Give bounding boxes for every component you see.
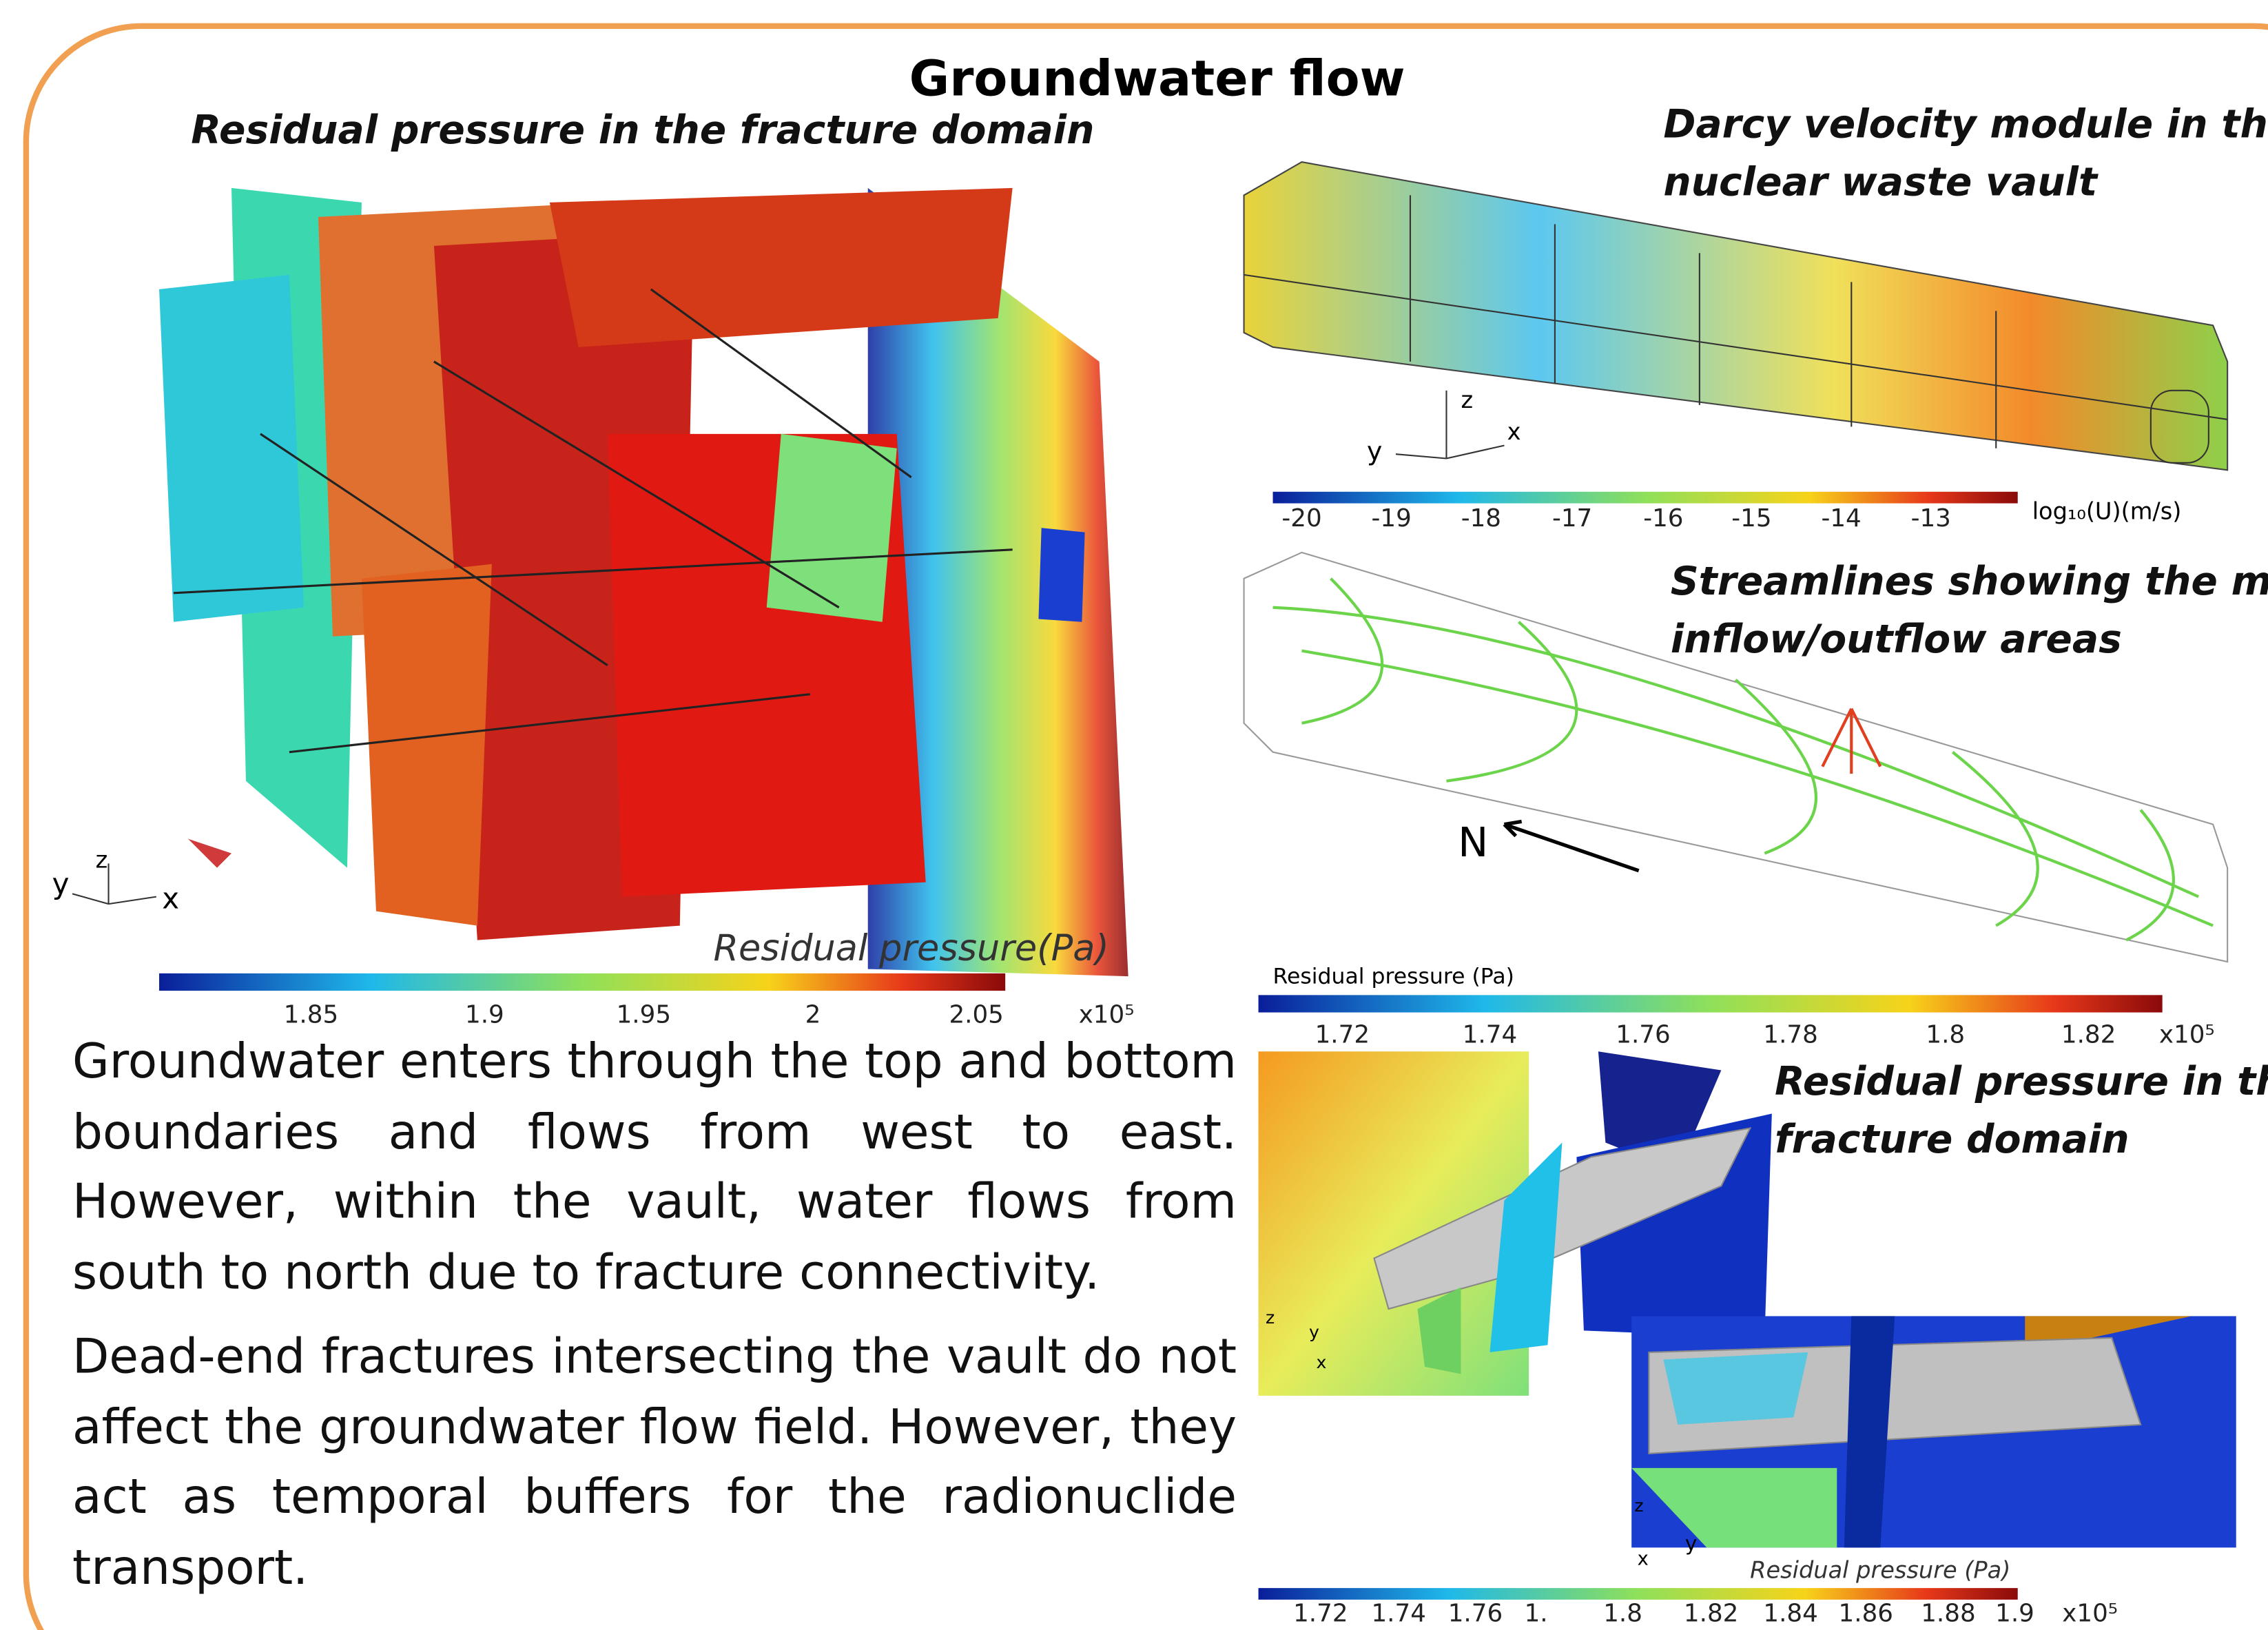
colorbar-multiplier: x10⁵ bbox=[2159, 1021, 2215, 1049]
axis-label: y bbox=[52, 867, 70, 900]
colorbar-tick-label: 1.82 bbox=[1684, 1599, 1738, 1627]
colorbar-tick-label: -20 bbox=[1281, 504, 1321, 533]
paragraph: Dead-end fractures intersecting the vaul… bbox=[72, 1322, 1237, 1602]
colorbar-tick-label: 2 bbox=[805, 1000, 821, 1029]
colorbar-tick-label: 1.9 bbox=[465, 1000, 504, 1029]
colorbar-tick-label: 1.86 bbox=[1839, 1599, 1893, 1627]
colorbar-tick-label: -14 bbox=[1821, 504, 1861, 533]
colorbar-tick-label: 1.82 bbox=[2061, 1021, 2116, 1049]
colorbar bbox=[1259, 1588, 2018, 1600]
streamline-image bbox=[1244, 553, 2228, 962]
colorbar-tick-label: 2.05 bbox=[949, 1000, 1003, 1029]
paragraph: Groundwater enters through the top and b… bbox=[72, 1027, 1237, 1308]
colorbar bbox=[159, 973, 1005, 991]
colorbar-tick-label: -13 bbox=[1911, 504, 1951, 533]
colorbar bbox=[1273, 492, 2018, 504]
panel-caption: fracture domain bbox=[1775, 1117, 2130, 1162]
colorbar-tick-label: 1. bbox=[1525, 1599, 1548, 1627]
axes-triad bbox=[1396, 391, 1504, 459]
panel-caption: inflow/outflow areas bbox=[1671, 617, 2122, 662]
colorbar-title: Residual pressure (Pa) bbox=[1750, 1556, 2010, 1583]
colorbar-tick-label: 1.8 bbox=[1603, 1599, 1642, 1627]
title: Groundwater flow bbox=[909, 50, 1405, 107]
panel-caption: Streamlines showing the main bbox=[1671, 559, 2268, 604]
colorbar-tick-label: 1.72 bbox=[1293, 1599, 1348, 1627]
colorbar-tick-label: -17 bbox=[1552, 504, 1592, 533]
colorbar-tick-label: 1.74 bbox=[1371, 1599, 1425, 1627]
panel-caption: Residual pressure in the bbox=[1775, 1059, 2268, 1104]
colorbar bbox=[1259, 995, 2163, 1012]
axis-label: x bbox=[1317, 1352, 1327, 1372]
colorbar-tick-label: 1.76 bbox=[1448, 1599, 1503, 1627]
fracture-image bbox=[159, 188, 1128, 976]
axis-label: y bbox=[1367, 436, 1382, 466]
axis-label: z bbox=[1461, 386, 1473, 413]
axis-label: x bbox=[1638, 1549, 1649, 1570]
axis-label: y bbox=[1685, 1532, 1697, 1556]
poster: Groundwater flow y z x Residual pressure… bbox=[0, 0, 2268, 1630]
panel-caption: nuclear waste vault bbox=[1663, 159, 2099, 205]
colorbar-multiplier: x10⁵ bbox=[1079, 1000, 1135, 1029]
colorbar-tick-label: 1.85 bbox=[284, 1000, 338, 1029]
vault-image bbox=[1244, 162, 2228, 470]
colorbar-title: Residual pressure(Pa) bbox=[714, 927, 1109, 969]
axis-label: z bbox=[1634, 1496, 1643, 1516]
colorbar-tick-label: -16 bbox=[1643, 504, 1683, 533]
axis-label: x bbox=[162, 881, 179, 915]
north-arrow bbox=[1504, 821, 1638, 870]
axes-triad bbox=[72, 863, 156, 904]
colorbar-tick-label: 1.78 bbox=[1763, 1021, 1817, 1049]
colorbar-tick-label: -19 bbox=[1372, 504, 1412, 533]
colorbar-tick-label: -18 bbox=[1461, 504, 1501, 533]
colorbar-tick-label: 1.8 bbox=[1926, 1021, 1965, 1049]
colorbar-tick-label: 1.74 bbox=[1463, 1021, 1517, 1049]
colorbar-tick-label: 1.72 bbox=[1315, 1021, 1370, 1049]
panel-caption: Darcy velocity module in the bbox=[1663, 101, 2268, 147]
colorbar-tick-label: 1.95 bbox=[617, 1000, 671, 1029]
colorbar-multiplier: x10⁵ bbox=[2062, 1599, 2118, 1627]
colorbar-title: Residual pressure (Pa) bbox=[1273, 964, 1514, 989]
panel-caption: Residual pressure in the fracture domain bbox=[191, 107, 1094, 153]
axis-label: x bbox=[1507, 418, 1521, 445]
colorbar-unit: log₁₀(U)(m/s) bbox=[2032, 498, 2182, 525]
axis-label: z bbox=[1266, 1308, 1275, 1328]
colorbar-tick-label: 1.88 bbox=[1921, 1599, 1975, 1627]
axis-label: y bbox=[1309, 1322, 1319, 1342]
north-label: N bbox=[1458, 818, 1488, 866]
axis-label: z bbox=[96, 847, 108, 874]
colorbar-tick-label: -15 bbox=[1731, 504, 1771, 533]
colorbar-tick-label: 1.9 bbox=[1995, 1599, 2034, 1627]
colorbar-tick-label: 1.76 bbox=[1616, 1021, 1670, 1049]
colorbar-tick-label: 1.84 bbox=[1763, 1599, 1817, 1627]
text-block: Groundwater enters through the top and b… bbox=[72, 1027, 1237, 1620]
